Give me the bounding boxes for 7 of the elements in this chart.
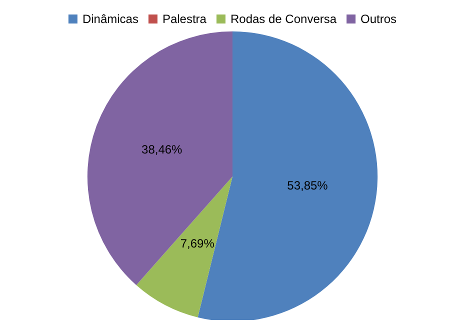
legend-label: Dinâmicas xyxy=(82,12,138,26)
legend-label: Palestra xyxy=(162,12,207,26)
legend-label: Rodas de Conversa xyxy=(230,12,337,26)
data-label: 38,46% xyxy=(142,142,183,157)
legend-label: Outros xyxy=(360,12,397,26)
data-label: 7,69% xyxy=(180,236,215,250)
data-label: 53,85% xyxy=(287,178,328,193)
